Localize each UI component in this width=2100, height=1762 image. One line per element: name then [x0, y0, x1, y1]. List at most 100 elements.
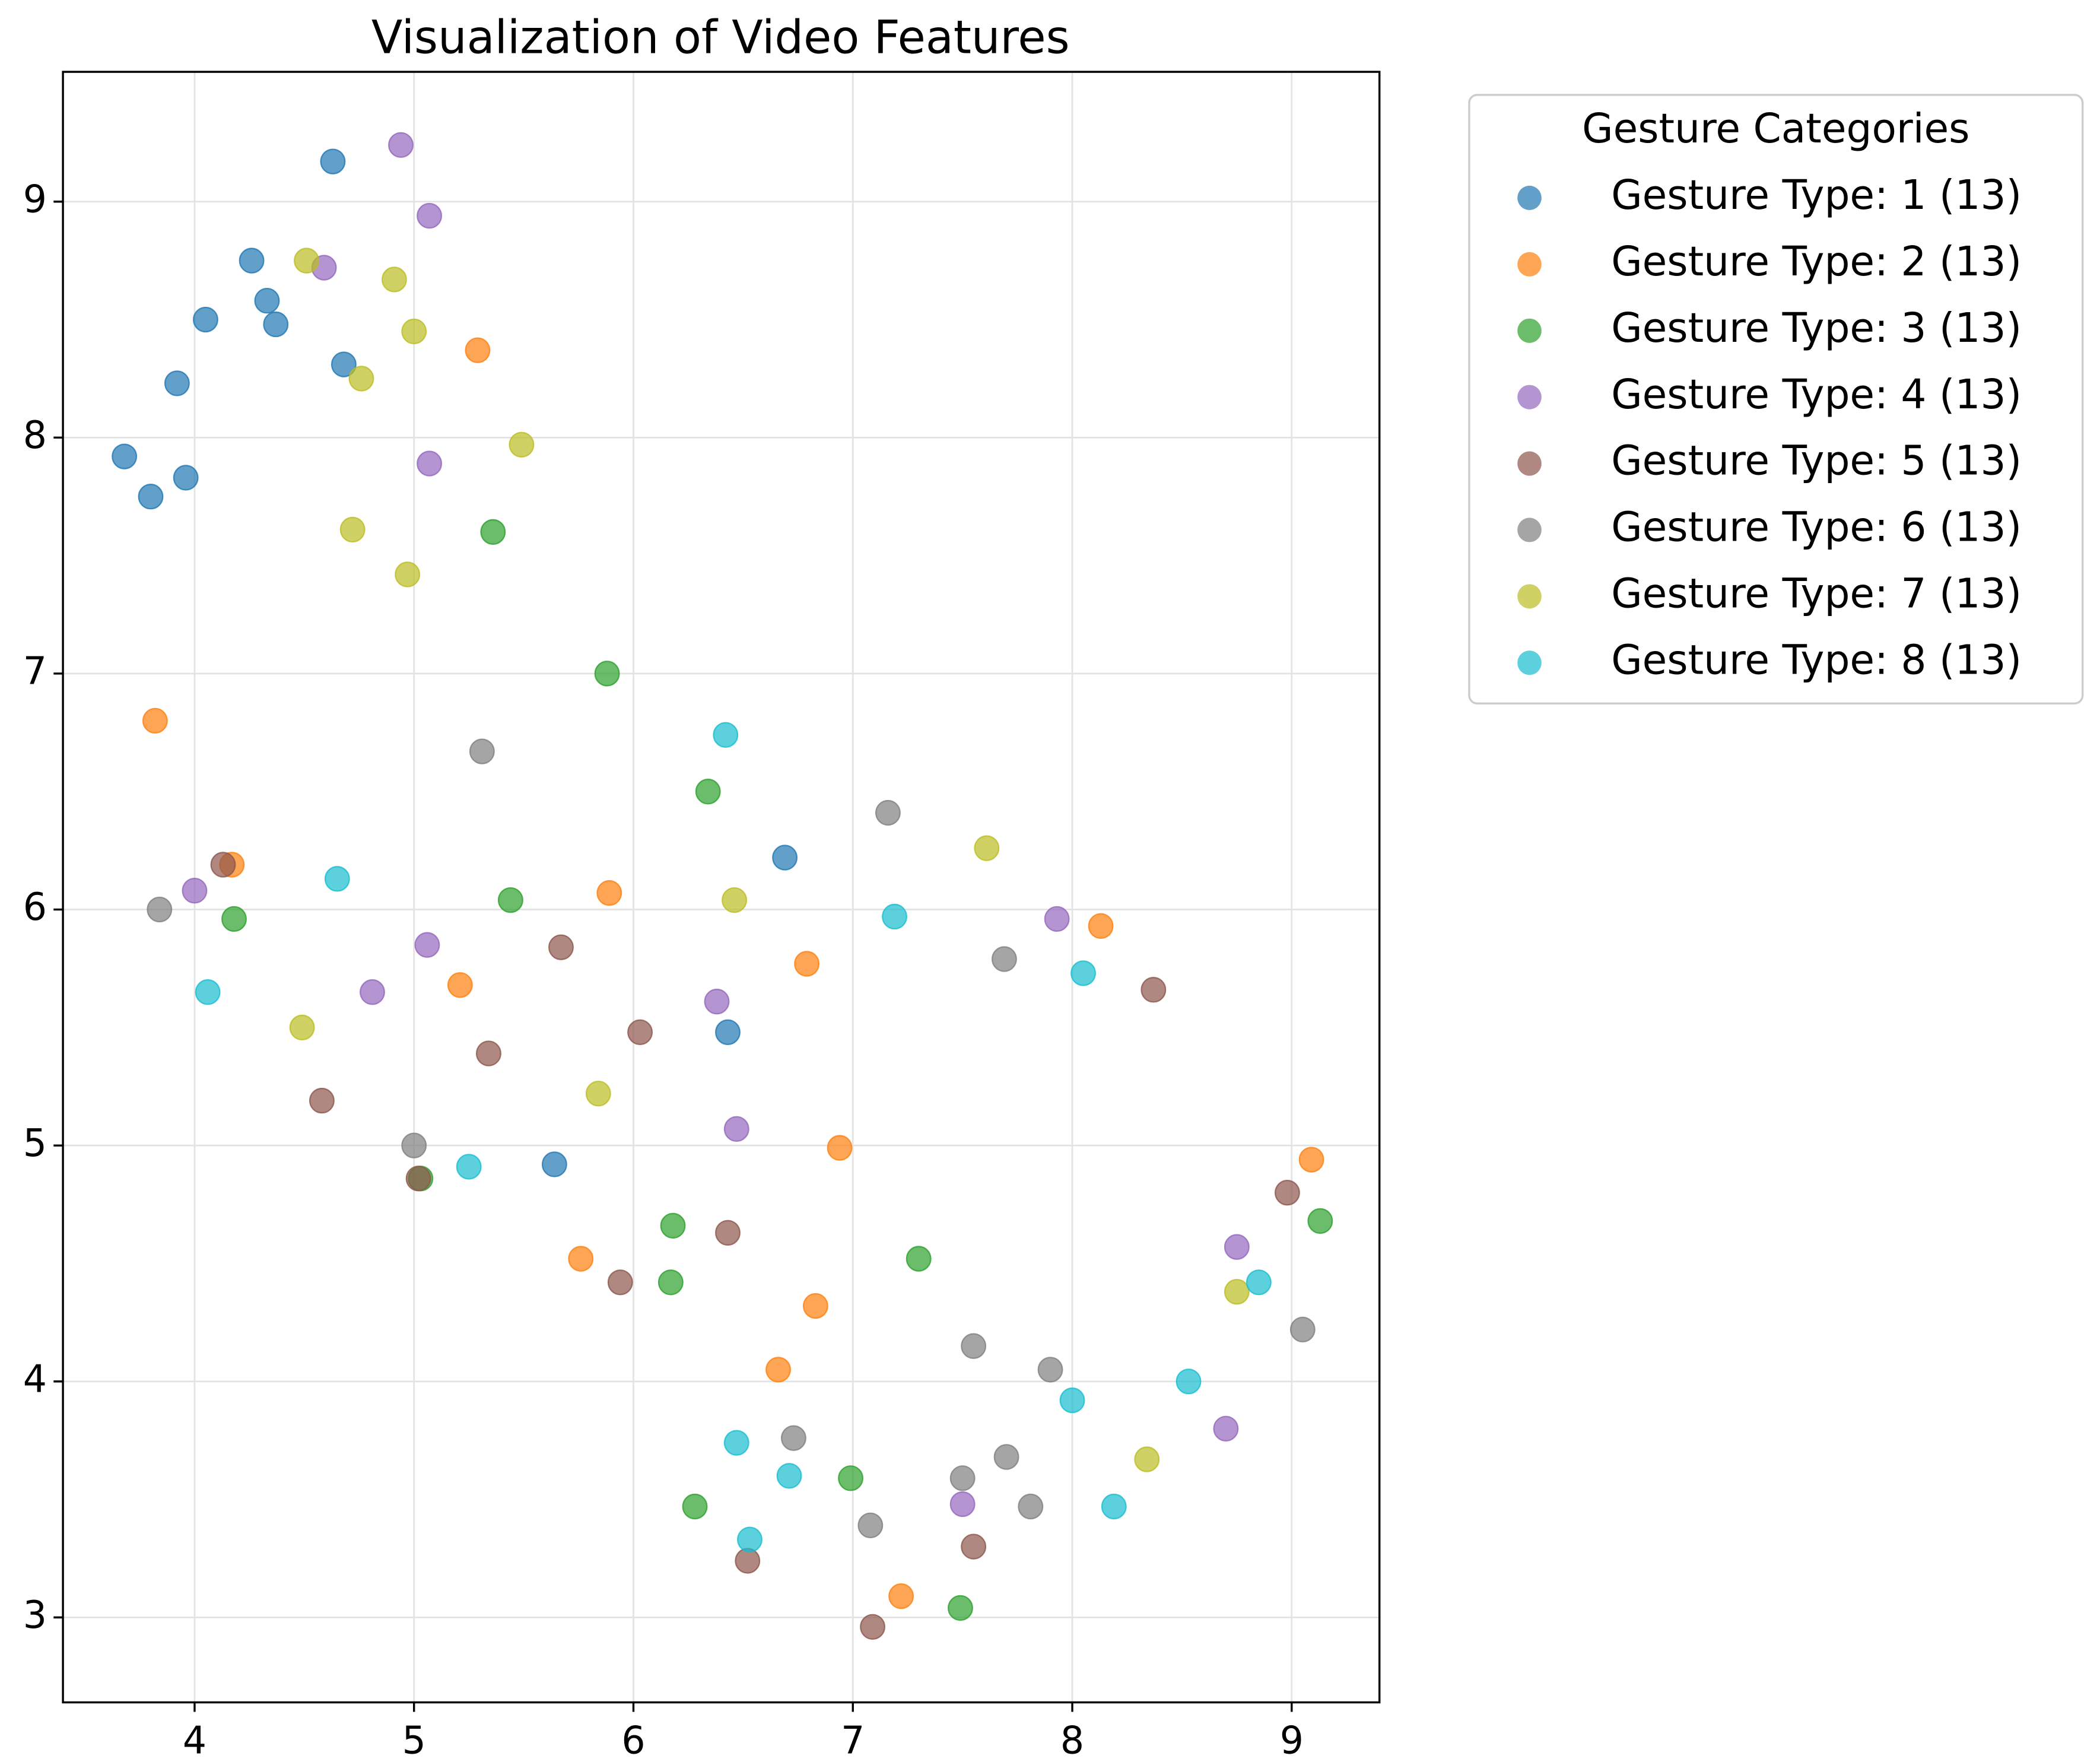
point — [713, 722, 739, 748]
point — [627, 1019, 653, 1046]
point — [239, 247, 265, 274]
point — [695, 779, 721, 805]
point — [381, 266, 407, 293]
point — [401, 318, 427, 345]
point — [469, 738, 495, 764]
point — [1088, 913, 1114, 939]
point — [417, 450, 443, 477]
point — [480, 519, 506, 545]
axes: 4 5 6 7 8 9 3 4 5 6 7 8 9 — [23, 177, 1304, 1762]
point — [309, 1087, 335, 1114]
point — [737, 1526, 763, 1553]
y-tick-label: 3 — [23, 1593, 47, 1637]
point — [888, 1583, 914, 1609]
point — [221, 906, 247, 932]
point — [1289, 1316, 1316, 1342]
point — [991, 946, 1017, 972]
legend-marker — [1517, 518, 1542, 542]
point — [780, 1425, 806, 1451]
point — [195, 979, 221, 1005]
legend-label: Gesture Type: 8 (13) — [1611, 637, 2022, 684]
legend-marker — [1517, 584, 1542, 609]
legend-box — [1468, 94, 2084, 705]
point — [182, 878, 208, 904]
point — [906, 1246, 932, 1272]
point — [1246, 1269, 1272, 1296]
point — [1307, 1208, 1333, 1234]
legend-label: Gesture Type: 4 (13) — [1611, 371, 2022, 418]
point — [657, 1269, 684, 1296]
point — [949, 1491, 976, 1517]
point — [765, 1357, 791, 1383]
legend-marker — [1517, 252, 1542, 277]
point — [722, 887, 748, 913]
chart-title: Visualization of Video Features — [371, 11, 1070, 65]
point — [497, 887, 523, 913]
point — [882, 903, 907, 930]
point — [1059, 1387, 1085, 1414]
point — [339, 516, 366, 543]
point — [294, 247, 319, 274]
point — [838, 1465, 864, 1491]
point — [704, 988, 730, 1015]
point — [596, 880, 622, 906]
x-tick-label: 6 — [621, 1718, 645, 1762]
point — [263, 311, 289, 338]
point — [476, 1040, 501, 1066]
point — [735, 1548, 761, 1574]
point — [331, 351, 357, 377]
x-tick-label: 7 — [841, 1718, 865, 1762]
point — [192, 306, 218, 333]
point — [715, 1220, 741, 1246]
point — [568, 1246, 594, 1272]
point — [138, 484, 164, 510]
point — [254, 288, 280, 314]
plot-frame — [62, 71, 1381, 1704]
legend-label: Gesture Type: 6 (13) — [1611, 504, 2022, 551]
point — [1037, 1357, 1063, 1383]
legend-title: Gesture Categories — [1582, 106, 1969, 153]
point — [289, 1014, 315, 1041]
legend-marker — [1517, 318, 1542, 343]
point — [723, 1116, 749, 1142]
y-tick-label: 4 — [23, 1357, 47, 1401]
point — [682, 1493, 708, 1520]
point — [993, 1444, 1019, 1470]
point — [948, 1595, 973, 1621]
point — [541, 1151, 567, 1177]
point — [548, 934, 574, 960]
point — [802, 1293, 828, 1319]
legend-marker — [1517, 650, 1542, 675]
legend-label: Gesture Type: 5 (13) — [1611, 437, 2022, 484]
point — [961, 1534, 987, 1560]
x-tick-label: 5 — [402, 1718, 426, 1762]
point — [509, 431, 535, 458]
point — [348, 366, 374, 392]
point — [1070, 960, 1096, 986]
point — [1274, 1179, 1300, 1206]
point — [147, 896, 173, 923]
point — [1134, 1446, 1160, 1472]
legend-marker — [1517, 185, 1542, 210]
point — [1224, 1278, 1250, 1305]
point — [974, 835, 1000, 861]
legend-label: Gesture Type: 2 (13) — [1611, 239, 2022, 285]
point — [401, 1132, 427, 1158]
point — [1176, 1369, 1202, 1395]
x-tick-label: 9 — [1280, 1718, 1304, 1762]
point — [772, 845, 798, 871]
point — [417, 202, 443, 229]
point — [1213, 1415, 1239, 1442]
point — [324, 866, 350, 892]
point — [875, 799, 901, 826]
point — [949, 1465, 976, 1491]
legend-label: Gesture Type: 7 (13) — [1611, 570, 2022, 617]
y-tick-label: 6 — [23, 885, 47, 929]
point — [607, 1269, 633, 1296]
point — [360, 979, 385, 1005]
point — [142, 707, 168, 734]
point — [660, 1212, 686, 1239]
point — [112, 443, 138, 469]
grid — [63, 72, 1380, 1703]
